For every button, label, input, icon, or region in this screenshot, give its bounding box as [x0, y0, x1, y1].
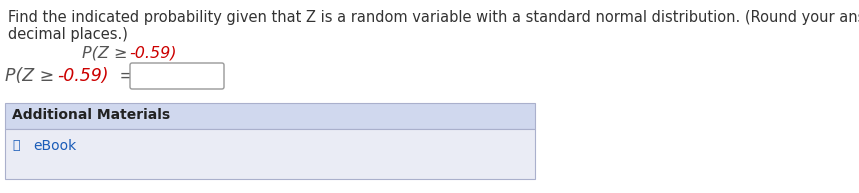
- Bar: [5, 103, 535, 129]
- Text: -0.59): -0.59): [57, 67, 108, 85]
- Text: 📖: 📖: [12, 139, 20, 152]
- Bar: [5, 129, 535, 179]
- Text: eBook: eBook: [33, 139, 76, 153]
- FancyBboxPatch shape: [130, 63, 224, 89]
- Text: =: =: [114, 67, 139, 85]
- Text: Additional Materials: Additional Materials: [12, 108, 170, 122]
- Text: decimal places.): decimal places.): [8, 27, 128, 42]
- Text: P(Z ≥: P(Z ≥: [5, 67, 59, 85]
- Text: Find the indicated probability given that Z is a random variable with a standard: Find the indicated probability given tha…: [8, 10, 859, 25]
- Text: -0.59): -0.59): [129, 45, 176, 60]
- Text: P(Z ≥: P(Z ≥: [82, 45, 132, 60]
